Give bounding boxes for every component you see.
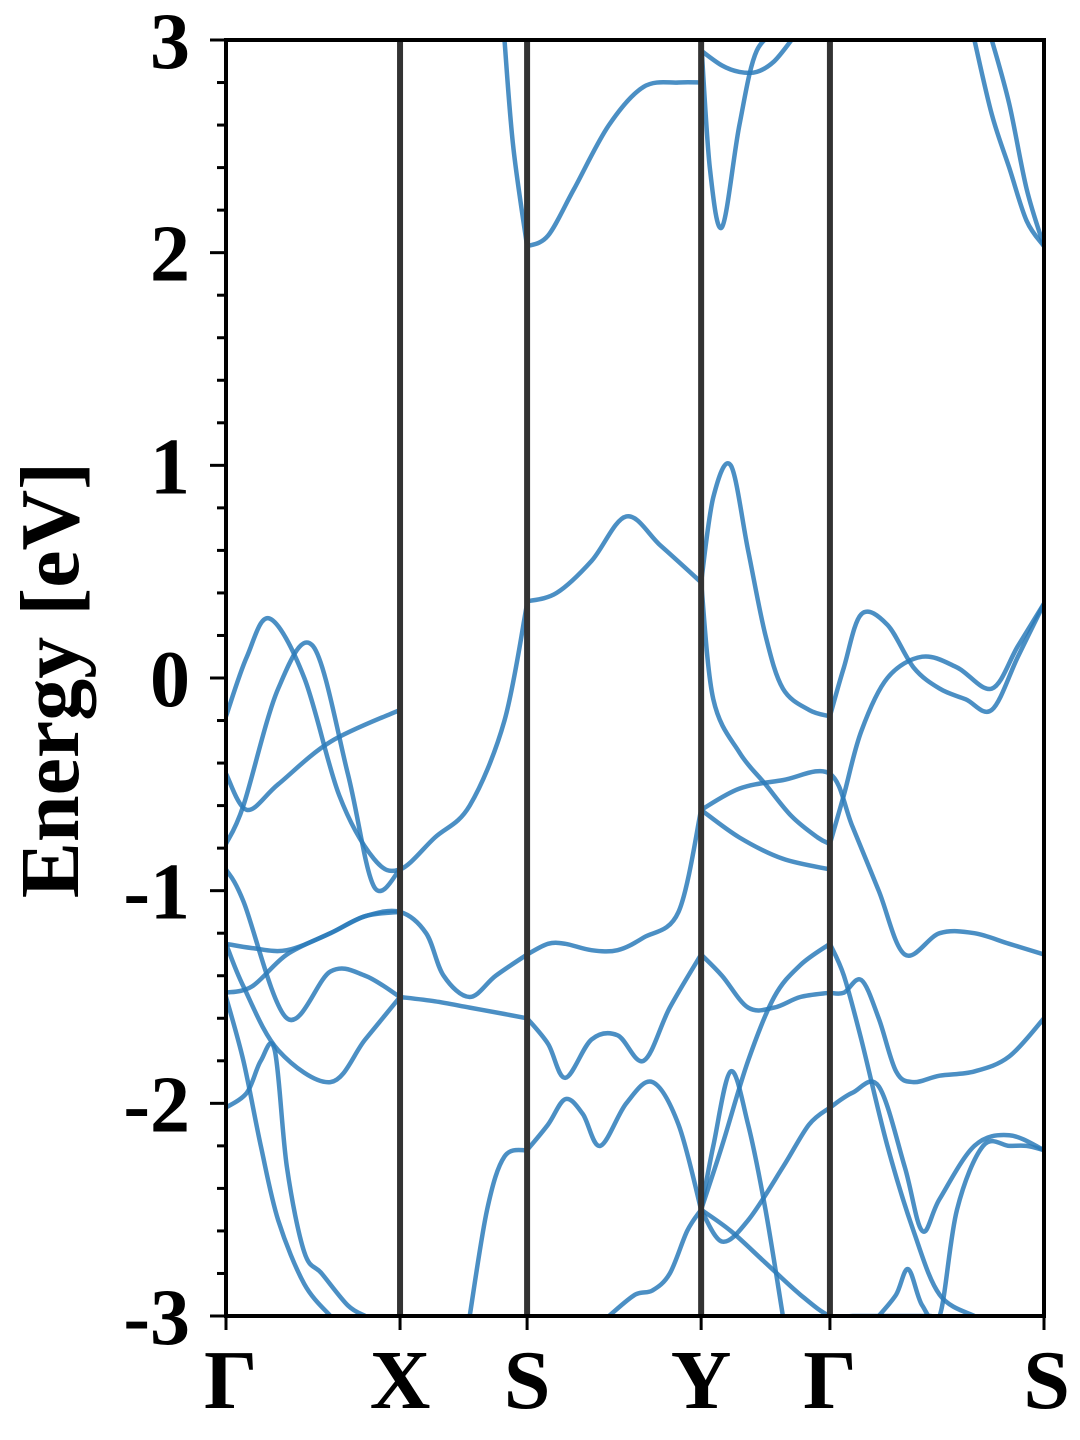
band-line-36 <box>972 40 1044 249</box>
band-line-28 <box>698 1069 786 1316</box>
band-line-5 <box>698 461 833 719</box>
y-tick-label-0: -3 <box>123 1274 190 1362</box>
band-line-22 <box>467 1147 530 1316</box>
x-tick-label-3: Y <box>671 1334 732 1427</box>
band-line-14 <box>226 867 403 1023</box>
kpath-lines <box>397 40 833 1316</box>
band-line-15 <box>397 994 530 1021</box>
band-line-21 <box>226 994 333 1316</box>
band-line-8 <box>827 601 1044 847</box>
band-line-26 <box>827 1079 1044 1234</box>
band-line-31 <box>876 1138 1044 1316</box>
x-tick-label-2: S <box>504 1334 551 1427</box>
band-lines <box>226 40 1044 1316</box>
x-tick-label-5: S <box>1023 1334 1070 1427</box>
band-line-29 <box>698 1207 934 1316</box>
x-tick-label-0: Γ <box>204 1334 257 1427</box>
band-line-35 <box>698 40 794 76</box>
y-tick-label-1: -2 <box>123 1061 190 1149</box>
band-line-24 <box>698 941 833 1212</box>
band-line-6 <box>827 601 1044 719</box>
band-line-3 <box>226 707 403 813</box>
band-line-4 <box>524 514 704 604</box>
band-line-9 <box>698 768 1044 958</box>
band-line-19 <box>226 941 403 1085</box>
x-tick-label-4: Γ <box>803 1334 856 1427</box>
y-axis-title: Energy [eV] <box>4 462 97 898</box>
y-tick-label-4: 1 <box>150 423 190 511</box>
band-line-2 <box>226 640 403 894</box>
band-line-12 <box>524 807 704 957</box>
y-tick-label-5: 2 <box>150 211 190 299</box>
band-line-32 <box>502 40 530 249</box>
band-line-17 <box>698 952 833 1013</box>
band-line-20 <box>226 1041 368 1316</box>
band-line-33 <box>524 79 704 249</box>
band-line-27 <box>606 1207 704 1316</box>
y-axis-ticks: -3 -2 -1 0 1 2 3 <box>123 0 226 1362</box>
y-tick-label-2: -1 <box>123 849 190 937</box>
band-line-25 <box>698 1105 833 1244</box>
x-tick-label-1: X <box>370 1334 431 1427</box>
band-line-1 <box>226 601 530 874</box>
y-tick-label-6: 3 <box>150 0 190 86</box>
y-tick-label-3: 0 <box>150 636 190 724</box>
band-line-23 <box>524 1079 704 1212</box>
band-line-16 <box>524 952 704 1081</box>
band-line-10 <box>698 807 833 872</box>
band-line-37 <box>989 40 1044 249</box>
band-line-30 <box>827 941 977 1316</box>
band-line-18 <box>827 977 1044 1085</box>
band-line-13 <box>226 909 403 995</box>
band-line-34 <box>698 40 769 231</box>
